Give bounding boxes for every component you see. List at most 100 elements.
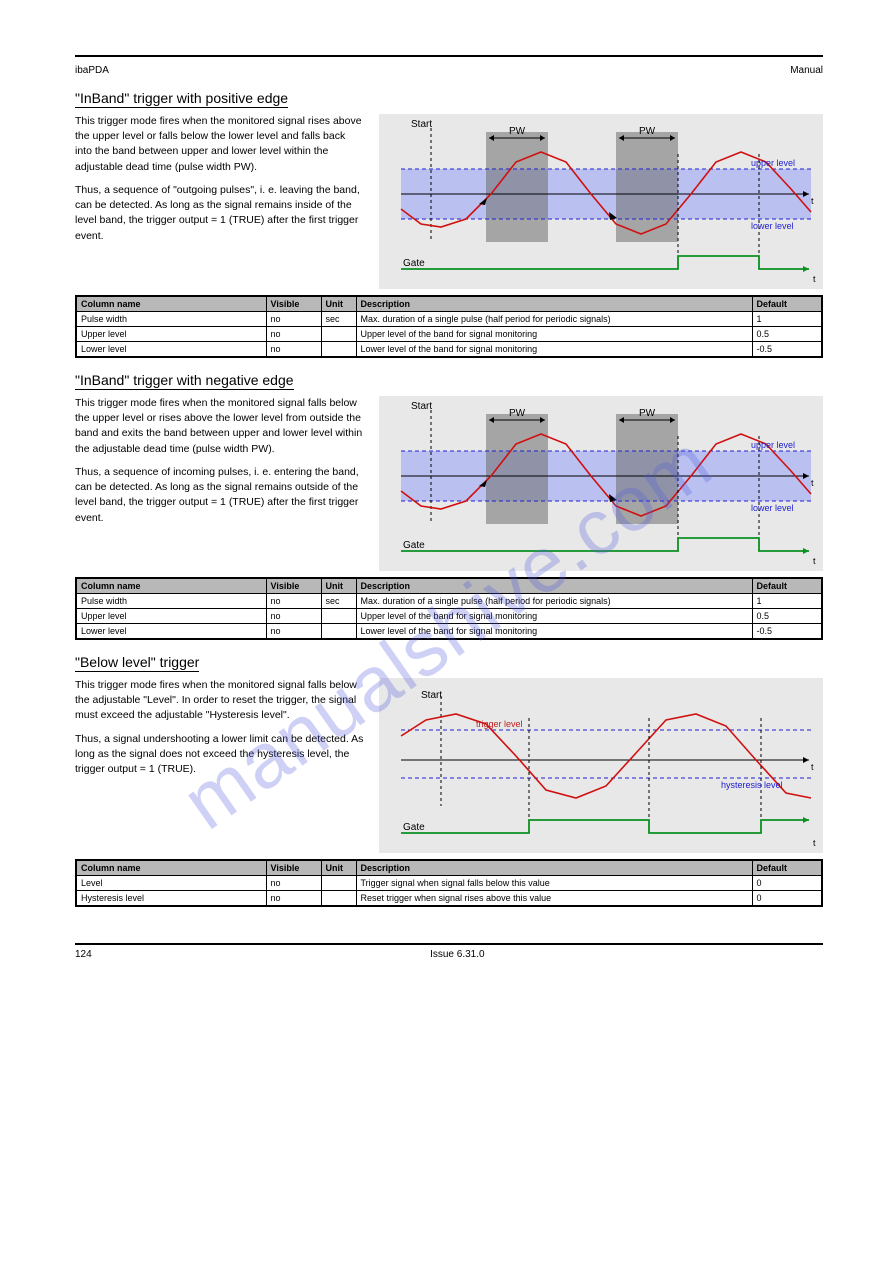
section-title: "InBand" trigger with negative edge (75, 372, 294, 390)
table-header: Visible (266, 860, 321, 876)
svg-text:Start: Start (411, 401, 432, 412)
table-cell: 1 (752, 594, 822, 609)
header-line: ibaPDA Manual (75, 65, 823, 76)
top-rule (75, 55, 823, 57)
table-row: Upper levelnoUpper level of the band for… (76, 327, 822, 342)
table-header: Default (752, 578, 822, 594)
para: This trigger mode fires when the monitor… (75, 396, 365, 457)
table-cell: 0 (752, 891, 822, 907)
table-header: Column name (76, 860, 266, 876)
table-header: Default (752, 296, 822, 312)
para: This trigger mode fires when the monitor… (75, 114, 365, 175)
footer-center: Issue 6.31.0 (430, 949, 484, 960)
para: Thus, a signal undershooting a lower lim… (75, 732, 365, 778)
table-cell: Upper level (76, 609, 266, 624)
table-header: Visible (266, 296, 321, 312)
section-text: This trigger mode fires when the monitor… (75, 396, 365, 571)
svg-text:PW: PW (509, 126, 526, 137)
footer-left: 124 (75, 949, 92, 960)
table-cell: Lower level of the band for signal monit… (356, 624, 752, 640)
table-cell (321, 891, 356, 907)
svg-text:hysteresis level: hysteresis level (721, 780, 783, 790)
table-cell (321, 876, 356, 891)
svg-text:t: t (813, 838, 816, 848)
svg-text:Start: Start (421, 690, 442, 701)
svg-text:trigger level: trigger level (476, 719, 523, 729)
table-cell (321, 624, 356, 640)
svg-text:t: t (813, 274, 816, 284)
table-cell: Max. duration of a single pulse (half pe… (356, 312, 752, 327)
section-text: This trigger mode fires when the monitor… (75, 114, 365, 289)
svg-text:Gate: Gate (403, 258, 425, 269)
table-cell: no (266, 876, 321, 891)
diagram-inband-neg: StartPWPWupper levellower leveltGatet (379, 396, 823, 571)
table-cell: Hysteresis level (76, 891, 266, 907)
svg-text:Gate: Gate (403, 822, 425, 833)
table-cell (321, 327, 356, 342)
svg-text:upper level: upper level (751, 158, 795, 168)
table-cell: no (266, 891, 321, 907)
table-cell: Upper level (76, 327, 266, 342)
table-header: Description (356, 578, 752, 594)
table-cell (321, 342, 356, 358)
para: Thus, a sequence of "outgoing pulses", i… (75, 183, 365, 244)
table-header: Visible (266, 578, 321, 594)
section-title: "InBand" trigger with positive edge (75, 90, 288, 108)
table-cell (321, 609, 356, 624)
svg-text:Start: Start (411, 119, 432, 130)
diagram-below-level: Start trigger level hysteresis level t Gate t (379, 678, 823, 853)
table-cell: no (266, 342, 321, 358)
table-cell: 0.5 (752, 327, 822, 342)
svg-text:upper level: upper level (751, 440, 795, 450)
header-right: Manual (790, 65, 823, 76)
section-inband-pos: "InBand" trigger with positive edge This… (75, 90, 823, 358)
table-cell: 0 (752, 876, 822, 891)
header-left: ibaPDA (75, 65, 109, 76)
table-cell: -0.5 (752, 624, 822, 640)
table-cell: no (266, 609, 321, 624)
table-row: Lower levelnoLower level of the band for… (76, 342, 822, 358)
param-table-inband-pos: Column nameVisibleUnitDescriptionDefault… (75, 295, 823, 358)
table-cell: Max. duration of a single pulse (half pe… (356, 594, 752, 609)
svg-text:lower level: lower level (751, 221, 794, 231)
table-header: Column name (76, 296, 266, 312)
table-header: Column name (76, 578, 266, 594)
svg-text:lower level: lower level (751, 503, 794, 513)
table-cell: Lower level (76, 624, 266, 640)
table-cell: Pulse width (76, 312, 266, 327)
table-cell: no (266, 594, 321, 609)
table-header: Unit (321, 578, 356, 594)
table-row: Pulse widthnosecMax. duration of a singl… (76, 594, 822, 609)
svg-text:Gate: Gate (403, 540, 425, 551)
para: This trigger mode fires when the monitor… (75, 678, 365, 724)
table-row: LevelnoTrigger signal when signal falls … (76, 876, 822, 891)
table-cell: sec (321, 594, 356, 609)
section-title: "Below level" trigger (75, 654, 199, 672)
table-cell: Trigger signal when signal falls below t… (356, 876, 752, 891)
table-cell: 0.5 (752, 609, 822, 624)
table-cell: no (266, 312, 321, 327)
diagram-inband-pos: StartPWPWupper levellower leveltGatet (379, 114, 823, 289)
table-cell: Lower level of the band for signal monit… (356, 342, 752, 358)
table-header: Default (752, 860, 822, 876)
section-below-level: "Below level" trigger This trigger mode … (75, 654, 823, 907)
table-cell: Upper level of the band for signal monit… (356, 609, 752, 624)
section-inband-neg: "InBand" trigger with negative edge This… (75, 372, 823, 640)
svg-text:PW: PW (639, 408, 656, 419)
svg-text:PW: PW (509, 408, 526, 419)
table-cell: sec (321, 312, 356, 327)
table-row: Pulse widthnosecMax. duration of a singl… (76, 312, 822, 327)
table-row: Lower levelnoLower level of the band for… (76, 624, 822, 640)
svg-text:PW: PW (639, 126, 656, 137)
param-table-below-level: Column nameVisibleUnitDescriptionDefault… (75, 859, 823, 907)
para: Thus, a sequence of incoming pulses, i. … (75, 465, 365, 526)
svg-text:t: t (811, 762, 814, 772)
table-cell: 1 (752, 312, 822, 327)
param-table-inband-neg: Column nameVisibleUnitDescriptionDefault… (75, 577, 823, 640)
footer-line: 124 Issue 6.31.0 (75, 949, 823, 960)
bottom-rule (75, 943, 823, 945)
table-row: Upper levelno Upper level of the band for… (76, 609, 822, 624)
table-cell: Upper level of the band for signal monit… (356, 327, 752, 342)
table-header: Description (356, 296, 752, 312)
table-cell: Reset trigger when signal rises above th… (356, 891, 752, 907)
